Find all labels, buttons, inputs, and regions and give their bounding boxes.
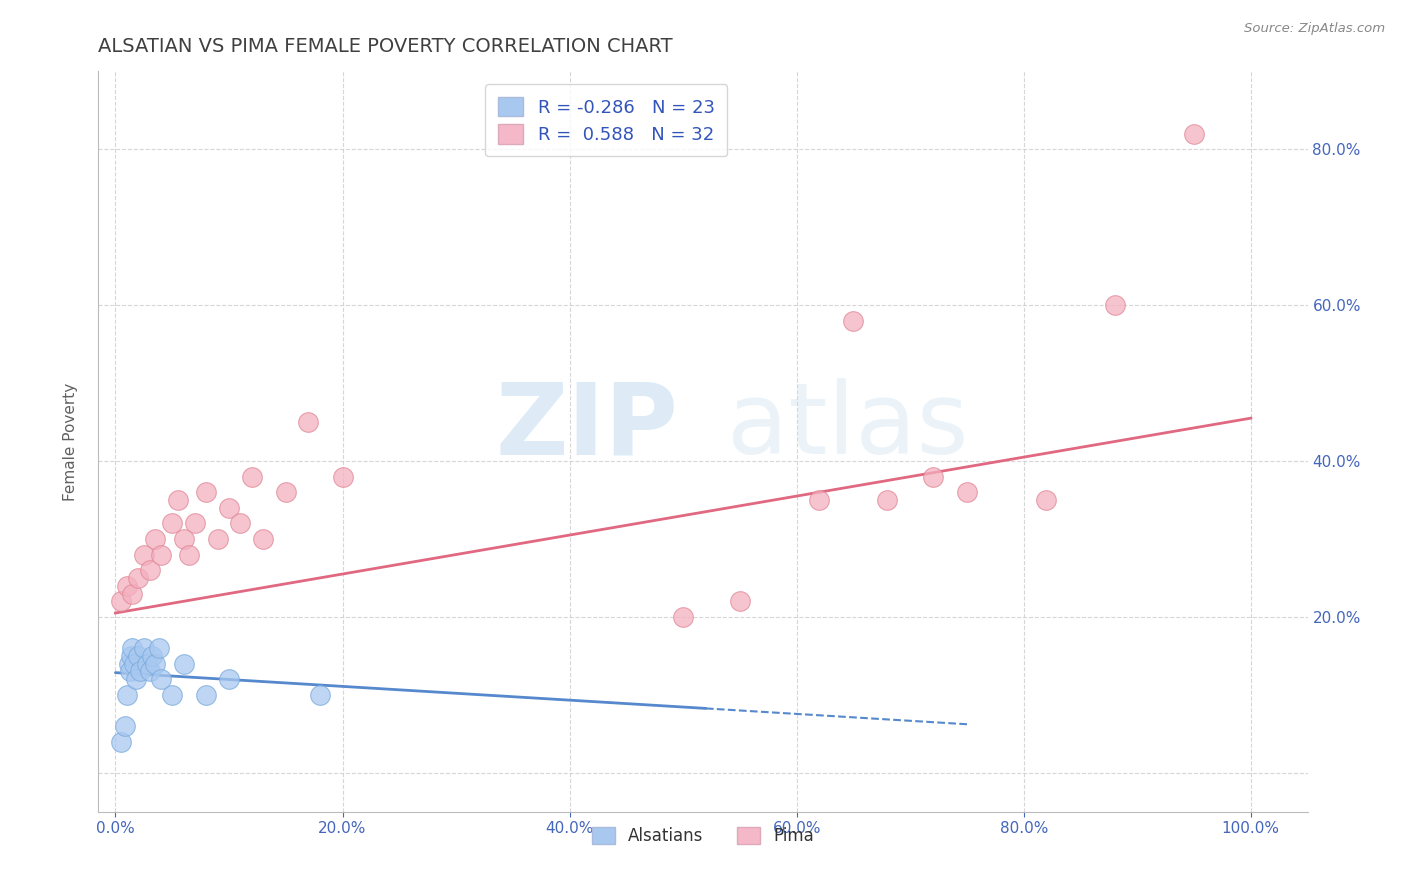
Point <box>195 688 218 702</box>
Point <box>808 493 831 508</box>
Point <box>132 548 155 562</box>
Y-axis label: Female Poverty: Female Poverty <box>63 383 77 500</box>
Legend: Alsatians, Pima: Alsatians, Pima <box>585 820 821 852</box>
Point <box>160 688 183 702</box>
Point <box>1182 127 1205 141</box>
Point <box>876 493 898 508</box>
Point <box>167 493 190 508</box>
Point <box>160 516 183 531</box>
Point <box>229 516 252 531</box>
Point <box>136 657 159 671</box>
Text: ZIP: ZIP <box>496 378 679 475</box>
Point <box>179 548 201 562</box>
Point <box>922 469 945 483</box>
Point <box>129 665 152 679</box>
Point <box>120 665 142 679</box>
Text: Source: ZipAtlas.com: Source: ZipAtlas.com <box>1244 22 1385 36</box>
Point <box>143 532 166 546</box>
Point <box>121 586 143 600</box>
Point <box>956 485 979 500</box>
Point <box>252 532 274 546</box>
Point <box>125 672 148 686</box>
Point <box>149 548 172 562</box>
Point <box>672 610 695 624</box>
Point <box>148 641 170 656</box>
Point <box>218 672 240 686</box>
Point <box>110 594 132 608</box>
Point <box>149 672 172 686</box>
Point <box>240 469 263 483</box>
Point <box>173 532 195 546</box>
Point <box>297 415 319 429</box>
Point <box>184 516 207 531</box>
Point <box>127 648 149 663</box>
Point <box>728 594 751 608</box>
Point <box>195 485 218 500</box>
Text: atlas: atlas <box>727 378 969 475</box>
Point <box>121 641 143 656</box>
Point <box>274 485 297 500</box>
Point <box>1035 493 1057 508</box>
Point <box>110 734 132 748</box>
Point <box>308 688 330 702</box>
Point <box>138 563 160 577</box>
Point <box>218 500 240 515</box>
Point <box>115 688 138 702</box>
Point <box>138 665 160 679</box>
Point <box>118 657 141 671</box>
Text: ALSATIAN VS PIMA FEMALE POVERTY CORRELATION CHART: ALSATIAN VS PIMA FEMALE POVERTY CORRELAT… <box>98 37 673 56</box>
Point <box>122 657 145 671</box>
Point <box>207 532 229 546</box>
Point <box>120 648 142 663</box>
Point <box>127 571 149 585</box>
Point <box>115 579 138 593</box>
Point <box>143 657 166 671</box>
Point <box>173 657 195 671</box>
Point <box>332 469 354 483</box>
Point <box>114 719 136 733</box>
Point <box>842 314 865 328</box>
Point <box>132 641 155 656</box>
Point <box>1104 298 1126 312</box>
Point <box>141 648 163 663</box>
